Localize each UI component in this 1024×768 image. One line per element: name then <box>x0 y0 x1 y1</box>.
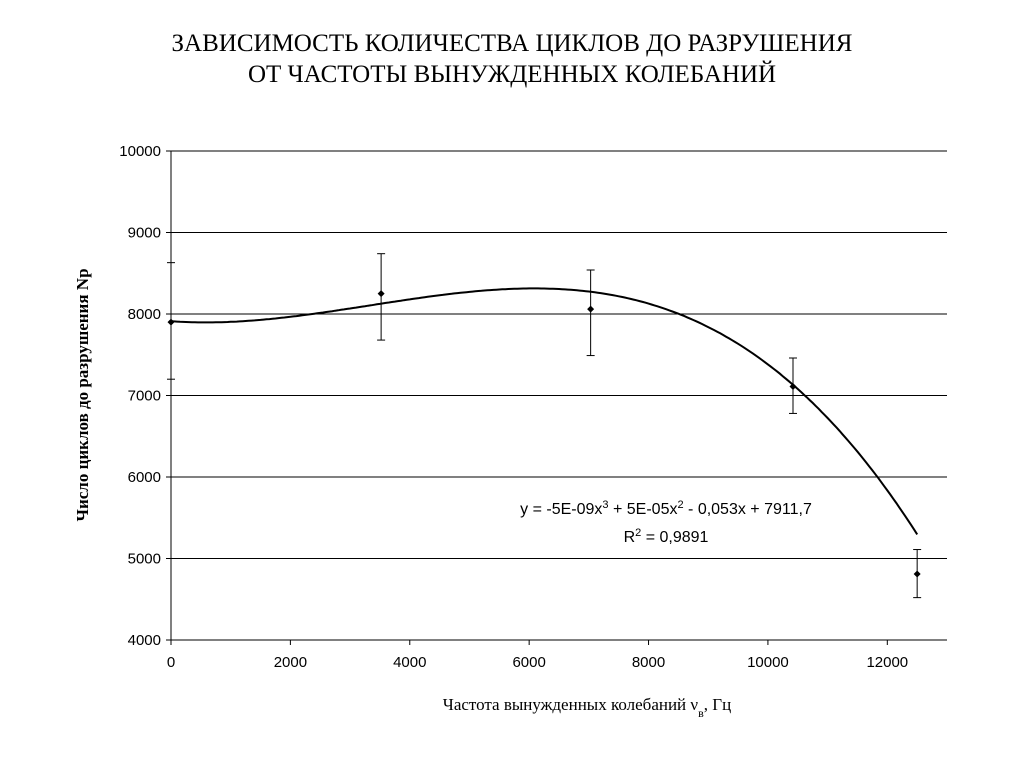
x-tick-label-6000: 6000 <box>512 654 545 671</box>
axes <box>166 150 947 645</box>
x-tick-label-12000: 12000 <box>866 654 908 671</box>
x-tick-label-8000: 8000 <box>632 654 665 671</box>
y-tick-label-5000: 5000 <box>128 551 161 568</box>
y-tick-label-6000: 6000 <box>128 469 161 486</box>
x-tick-label-10000: 10000 <box>747 654 789 671</box>
y-tick-labels: 4000 5000 6000 7000 8000 9000 10000 <box>119 143 161 649</box>
x-axis-label-unit: , Гц <box>704 695 731 714</box>
equation-part-3: - 0,053x + 7911,7 <box>684 501 812 518</box>
x-tick-labels: 0 2000 4000 6000 8000 10000 12000 <box>167 654 908 671</box>
y-axis-label: Число циклов до разрушения Np <box>73 268 92 521</box>
r-squared-label: R2 = 0,9891 <box>624 527 709 546</box>
chart-title-line-2: ОТ ЧАСТОТЫ ВЫНУЖДЕННЫХ КОЛЕБАНИЙ <box>247 61 777 88</box>
y-tick-label-10000: 10000 <box>119 143 161 160</box>
x-axis-label-main: Частота вынужденных колебаний ν <box>443 695 699 714</box>
y-tick-label-9000: 9000 <box>128 225 161 242</box>
equation-superscript-2: 2 <box>677 499 683 511</box>
data-point-0 <box>167 318 175 326</box>
data-point-3 <box>789 383 797 391</box>
data-points <box>167 290 921 578</box>
x-axis-label: Частота вынужденных колебаний νв, Гц <box>443 695 731 720</box>
chart-title-line-1: ЗАВИСИМОСТЬ КОЛИЧЕСТВА ЦИКЛОВ ДО РАЗРУШЕ… <box>171 30 853 57</box>
x-tick-label-2000: 2000 <box>274 654 307 671</box>
error-bars <box>167 253 922 599</box>
y-tick-label-4000: 4000 <box>128 632 161 649</box>
trendline-group <box>170 287 919 535</box>
y-tick-label-8000: 8000 <box>128 306 161 323</box>
y-tick-label-7000: 7000 <box>128 388 161 405</box>
r2-part-2: = 0,9891 <box>641 529 708 546</box>
r2-part-1: R <box>624 529 636 546</box>
equation-part-1: y = -5E-09x <box>520 501 602 518</box>
grid-lines <box>171 150 947 641</box>
data-point-1 <box>377 290 385 298</box>
data-point-4 <box>913 570 921 578</box>
x-tick-label-4000: 4000 <box>393 654 426 671</box>
equation-superscript-1: 3 <box>602 499 608 511</box>
data-point-2 <box>587 305 595 313</box>
trendline-curve <box>170 287 919 535</box>
r2-superscript: 2 <box>635 527 641 539</box>
equation-part-2: + 5E-05x <box>609 501 678 518</box>
x-tick-label-0: 0 <box>167 654 175 671</box>
x-axis-label-subscript: в <box>698 706 704 720</box>
trendline-equation: y = -5E-09x3 + 5E-05x2 - 0,053x + 7911,7 <box>520 499 812 518</box>
chart-title: ЗАВИСИМОСТЬ КОЛИЧЕСТВА ЦИКЛОВ ДО РАЗРУШЕ… <box>0 28 1024 90</box>
